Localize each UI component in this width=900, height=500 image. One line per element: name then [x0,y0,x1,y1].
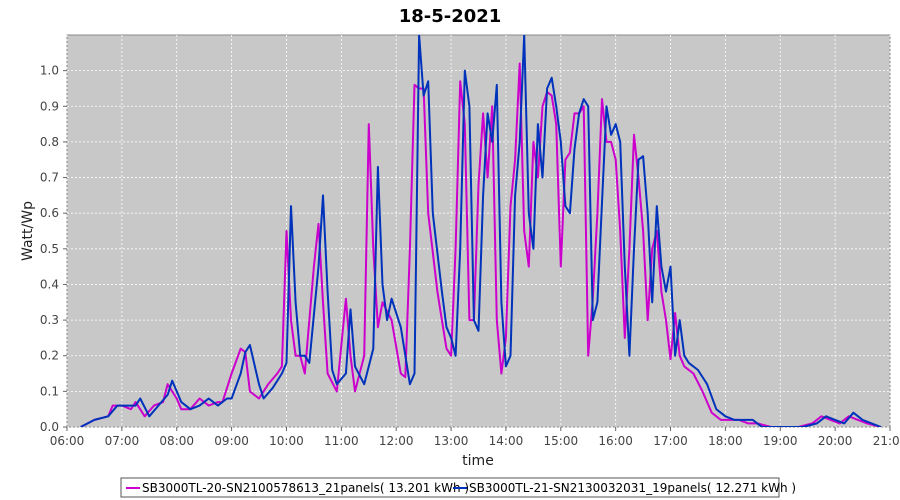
series-layer [80,35,882,427]
x-tick-label: 19:00 [763,434,798,448]
y-tick-label: 0.5 [40,242,59,256]
x-tick-label: 09:00 [214,434,249,448]
y-tick-label: 1.0 [40,64,59,78]
legend-box [120,477,780,498]
y-tick-label: 0.0 [40,420,59,434]
x-tick-label: 18:00 [708,434,743,448]
y-axis-title: Watt/Wp [20,201,36,261]
x-tick-label: 07:00 [105,434,140,448]
y-tick-label: 0.8 [40,135,59,149]
legend: SB3000TL-20-SN2100578613_21panels( 13.20… [120,477,796,498]
y-tick-label: 0.9 [40,99,59,113]
x-tick-label: 17:00 [653,434,688,448]
x-tick-label: 16:00 [598,434,633,448]
x-tick-label: 14:00 [489,434,524,448]
y-tick-label: 0.6 [40,206,59,220]
y-axis-ticks: 0.0 0.1 0.2 0.3 0.4 0.5 0.6 0.7 0.8 0.9 1.0 [40,64,67,434]
series-line-2 [80,35,882,427]
y-tick-label: 0.4 [40,277,59,291]
x-tick-label: 08:00 [159,434,194,448]
plot-area [66,34,891,428]
x-tick-label: 06:00 [50,434,85,448]
legend-label-series-2: SB3000TL-21-SN2130032031_19panels( 12.27… [469,481,796,495]
x-tick-label: 20:00 [818,434,853,448]
y-tick-label: 0.1 [40,384,59,398]
x-tick-label: 12:00 [379,434,414,448]
x-axis-ticks: 06:00 07:00 08:00 09:00 10:00 11:00 12:00 13:00… [50,427,900,448]
y-tick-label: 0.2 [40,349,59,363]
legend-label-series-1: SB3000TL-20-SN2100578613_21panels( 13.20… [142,481,469,495]
y-tick-label: 0.7 [40,171,59,185]
x-tick-label: 21:00 [873,434,900,448]
x-tick-label: 13:00 [434,434,469,448]
grid-lines [66,35,891,428]
x-axis-title: time [462,453,494,469]
x-tick-label: 15:00 [544,434,579,448]
x-tick-label: 10:00 [269,434,304,448]
chart-title: 18-5-2021 [399,6,502,27]
y-tick-label: 0.3 [40,313,59,327]
x-tick-label: 11:00 [324,434,359,448]
